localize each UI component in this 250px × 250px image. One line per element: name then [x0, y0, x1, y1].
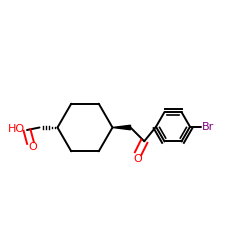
Text: O: O — [28, 142, 37, 152]
Polygon shape — [112, 125, 130, 130]
Text: O: O — [133, 154, 141, 164]
Text: Br: Br — [202, 122, 214, 132]
Text: HO: HO — [8, 124, 25, 134]
